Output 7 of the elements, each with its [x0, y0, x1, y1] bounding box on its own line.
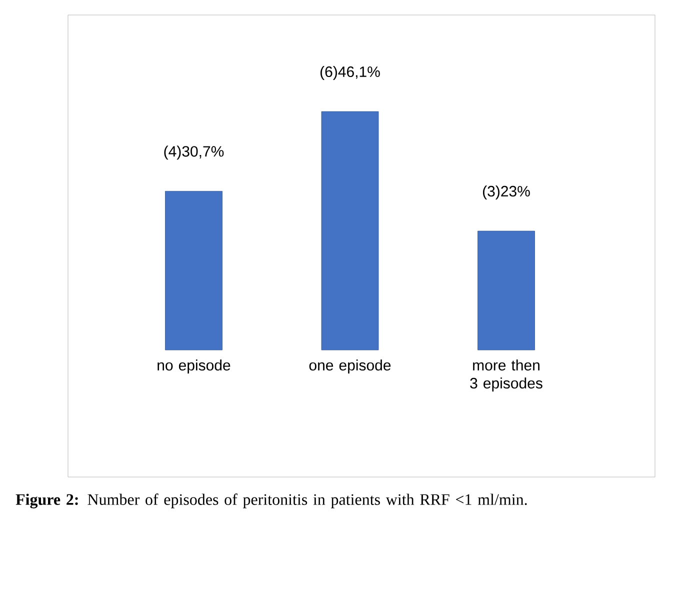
x-tick-label: no episode [158, 360, 230, 374]
data-label: (6)46,1% [320, 66, 380, 80]
x-tick-label: one episode [309, 360, 391, 374]
data-label: (3)23% [483, 186, 530, 200]
data-label: (4)30,7% [164, 146, 224, 160]
text: Figure 2: Number of episodes of peritonitis in patients with RRF <1 ml/min. [16, 494, 527, 508]
x-tick-label: more then 3 episodes [470, 360, 542, 392]
